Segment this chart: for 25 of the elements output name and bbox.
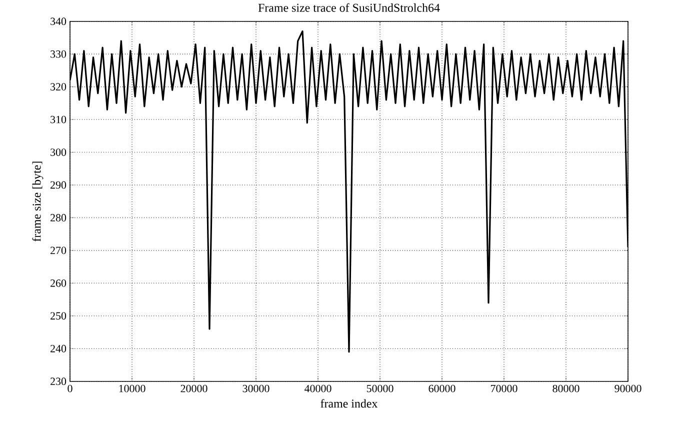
x-tick-label: 10000 <box>119 384 146 392</box>
y-tick-label: 270 <box>50 246 66 254</box>
x-tick-label: 40000 <box>304 384 332 392</box>
y-tick-label: 240 <box>50 344 66 352</box>
x-tick-label: 0 <box>68 384 72 392</box>
x-tick-label: 30000 <box>242 384 270 392</box>
y-tick-label: 280 <box>50 214 66 222</box>
y-tick-label: 330 <box>50 50 66 58</box>
y-axis-title: frame size [byte] <box>32 162 44 242</box>
x-axis-title: frame index <box>320 398 378 408</box>
x-tick-label: 80000 <box>552 384 580 392</box>
chart-title: Frame size trace of SusiUndStrolch64 <box>258 3 440 12</box>
y-tick-label: 260 <box>50 279 66 287</box>
y-tick-label: 340 <box>50 17 66 25</box>
x-tick-label: 90000 <box>614 384 642 392</box>
y-tick-label: 250 <box>50 312 66 320</box>
x-tick-label: 50000 <box>366 384 394 392</box>
x-tick-label: 60000 <box>428 384 456 392</box>
y-tick-label: 320 <box>50 82 66 90</box>
y-tick-label: 290 <box>50 181 66 189</box>
x-tick-label: 20000 <box>180 384 208 392</box>
y-tick-label: 230 <box>50 377 66 385</box>
y-tick-label: 310 <box>50 116 66 124</box>
y-tick-label: 300 <box>50 148 66 156</box>
x-tick-label: 70000 <box>491 384 518 392</box>
